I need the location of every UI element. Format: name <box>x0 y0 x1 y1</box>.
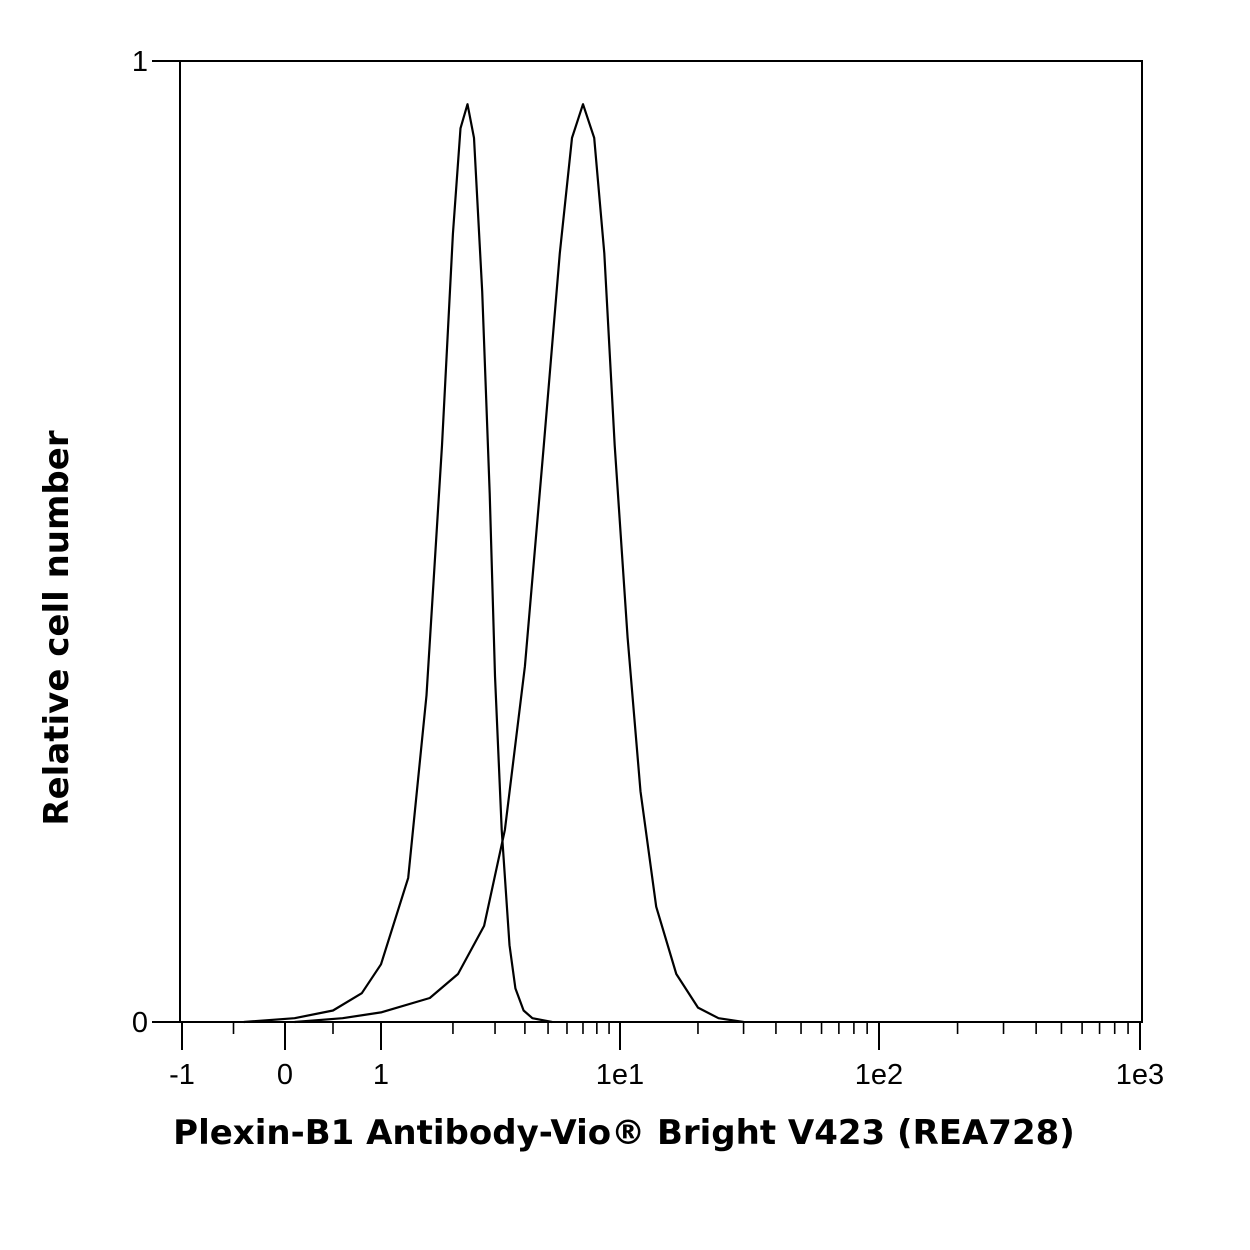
y-tick-label: 1 <box>132 46 148 78</box>
series-layer <box>243 103 744 1024</box>
x-axis-title: Plexin-B1 Antibody-Vio® Bright V423 (REA… <box>173 1113 1075 1153</box>
histogram-series-1 <box>243 103 553 1024</box>
plot-frame <box>179 60 1143 1023</box>
y-axis: 10 <box>132 46 180 1039</box>
histogram-series-2 <box>294 103 744 1024</box>
x-tick-label: 1e2 <box>855 1059 903 1091</box>
y-axis-title: Relative cell number <box>37 430 77 825</box>
x-tick-label: 0 <box>277 1059 293 1091</box>
x-tick-label: 1e3 <box>1116 1059 1164 1091</box>
y-tick-label: 0 <box>132 1007 148 1039</box>
x-tick-label: 1 <box>373 1059 389 1091</box>
x-minor-ticks <box>232 1022 1129 1034</box>
x-axis: -1 0 1 1e1 1e2 1e3 <box>169 1022 1164 1091</box>
x-tick-label: -1 <box>169 1059 195 1091</box>
x-tick-label: 1e1 <box>596 1059 644 1091</box>
